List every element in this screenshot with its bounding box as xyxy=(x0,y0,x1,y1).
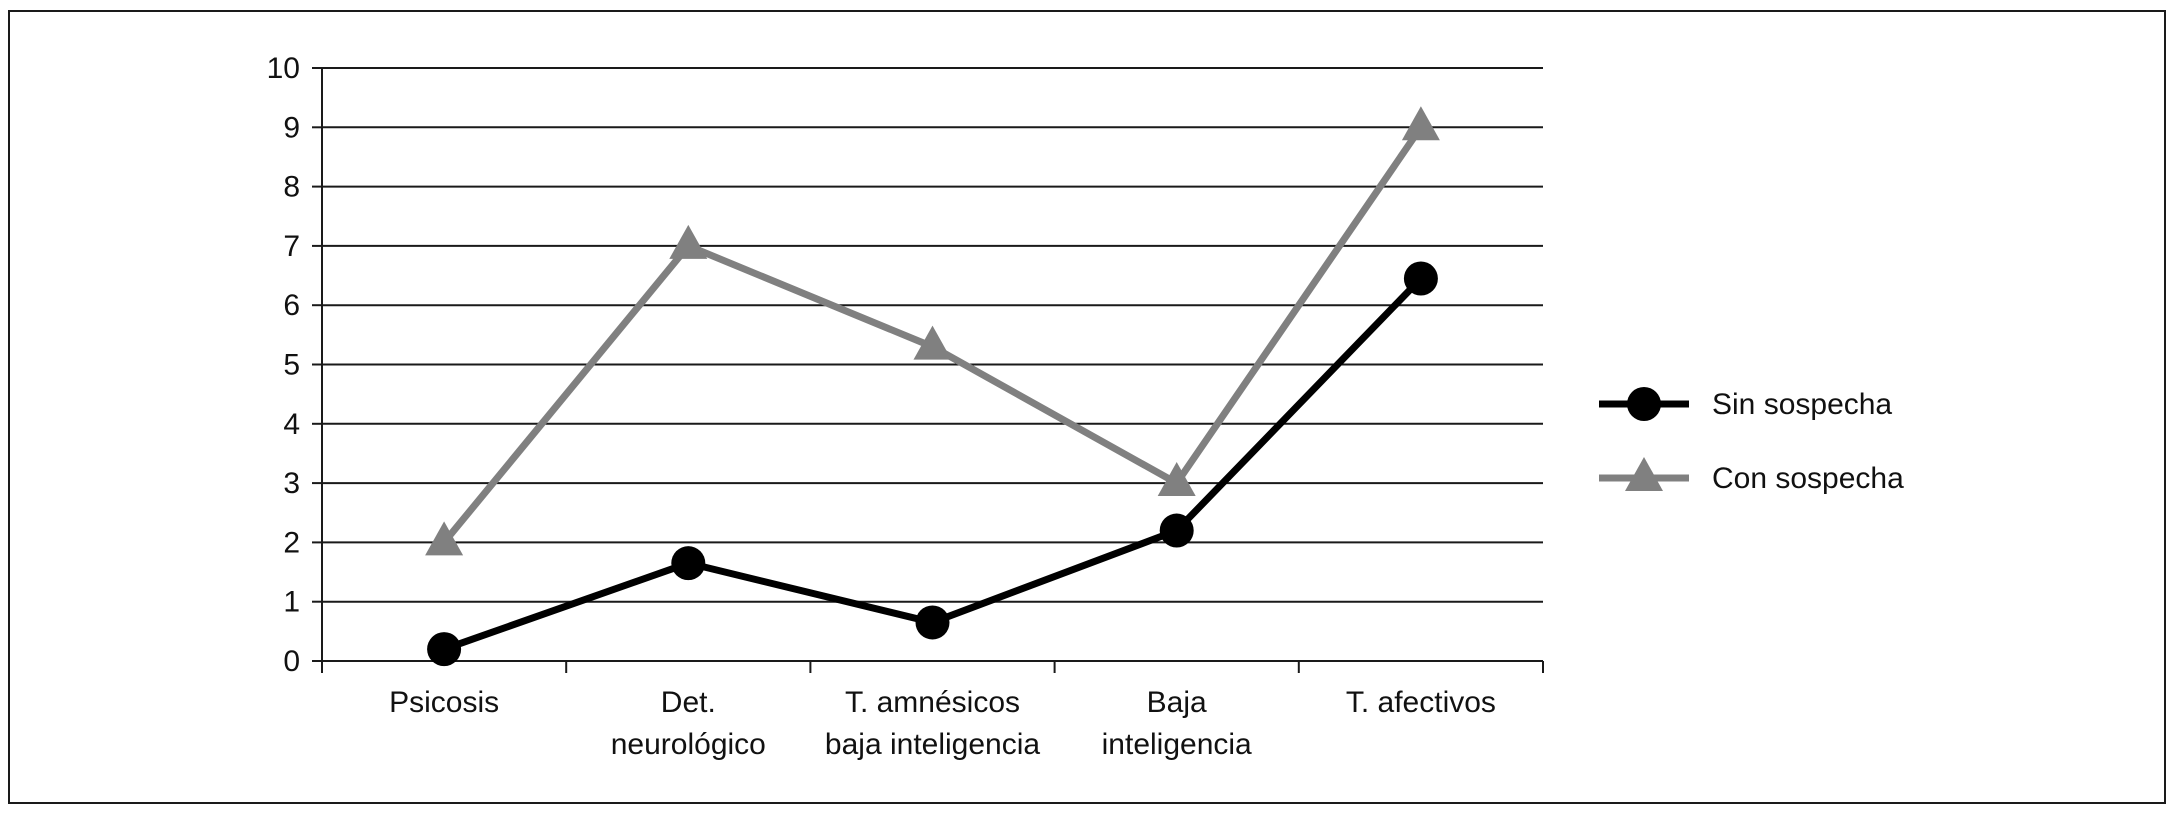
y-tick-label: 6 xyxy=(283,289,300,322)
y-tick-label: 4 xyxy=(283,408,300,441)
y-tick-label: 10 xyxy=(267,52,300,85)
x-category-label-line: T. afectivos xyxy=(1346,686,1496,719)
legend-marker-circle xyxy=(1627,387,1661,421)
data-point-triangle xyxy=(425,521,464,556)
x-category-label: T. amnésicos baja inteligencia xyxy=(825,686,1040,761)
x-category-label-line: baja inteligencia xyxy=(825,728,1040,761)
x-category-label-line: Baja xyxy=(1147,686,1207,719)
y-tick-label: 9 xyxy=(283,111,300,144)
data-point-triangle xyxy=(913,325,952,360)
y-tick-label: 0 xyxy=(283,645,300,678)
legend-label: Sin sospecha xyxy=(1712,388,1892,421)
x-category-label-line: T. amnésicos xyxy=(845,686,1020,719)
data-point-triangle xyxy=(1401,106,1440,141)
data-point-circle xyxy=(427,632,462,667)
x-category-label-line: Psicosis xyxy=(389,686,499,719)
legend-label: Con sospecha xyxy=(1712,462,1904,495)
y-tick-label: 8 xyxy=(283,171,300,204)
y-tick-label: 5 xyxy=(283,349,300,382)
legend-marker-triangle xyxy=(1625,457,1663,491)
y-tick-label: 3 xyxy=(283,467,300,500)
x-category-label: Psicosis xyxy=(389,686,499,719)
data-point-circle xyxy=(1159,513,1194,548)
x-category-label: Det. neurológico xyxy=(611,686,766,761)
chart-frame xyxy=(8,10,2166,804)
data-point-triangle xyxy=(669,224,708,259)
x-category-label: T. afectivos xyxy=(1346,686,1496,719)
x-category-label-line: Det. xyxy=(661,686,716,719)
y-tick-label: 2 xyxy=(283,526,300,559)
x-category-label-line: neurológico xyxy=(611,728,766,761)
x-category-label: Baja inteligencia xyxy=(1102,686,1252,761)
y-tick-label: 7 xyxy=(283,230,300,263)
y-tick-label: 1 xyxy=(283,586,300,619)
data-point-circle xyxy=(915,605,950,640)
data-point-circle xyxy=(671,546,706,581)
data-point-circle xyxy=(1403,261,1438,296)
data-point-triangle xyxy=(1157,462,1196,497)
x-category-label-line: inteligencia xyxy=(1102,728,1252,761)
